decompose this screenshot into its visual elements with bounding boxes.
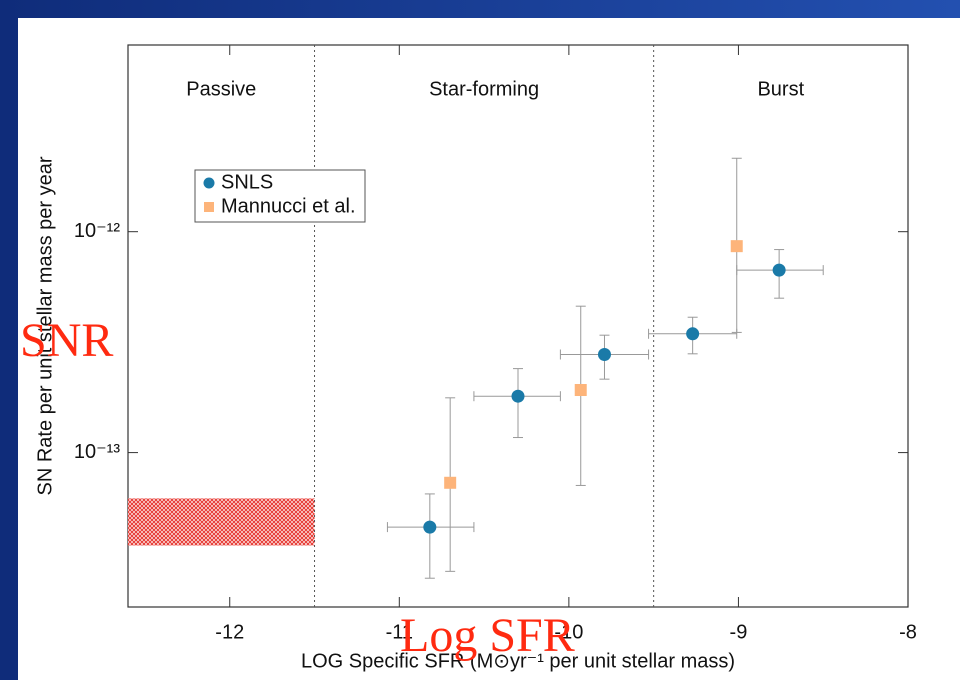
x-tick-label: -10 [554,621,583,643]
x-tick-label: -9 [730,621,748,643]
point [686,327,700,341]
x-axis-label: LOG Specific SFR (M⊙yr⁻¹ per unit stella… [301,650,735,672]
region-label: Passive [186,78,256,100]
point [772,263,786,277]
legend-label: Mannucci et al. [221,195,356,217]
legend-box [194,169,366,223]
region-label: Burst [757,78,804,100]
legend-marker [203,177,215,189]
point [511,389,525,403]
region-label: Star-forming [429,78,539,100]
annotation-log-sfr: Log SFR [400,609,575,662]
y-axis-label: SN Rate per unit stellar mass per year [34,156,56,495]
plot-frame [127,44,909,608]
y-tick-label: 10⁻¹² [74,220,120,242]
legend-label: SNLS [221,171,273,193]
x-tick-label: -8 [899,621,917,643]
slide-body [18,18,960,680]
point [730,240,743,253]
x-tick-label: -12 [215,621,244,643]
point [574,384,587,397]
annotation-snr: SNR [20,314,113,367]
y-tick-label: 10⁻¹³ [74,441,120,463]
passive-region [128,498,315,546]
point [423,520,437,534]
legend-marker [204,202,214,212]
point [597,348,611,362]
point [444,476,457,489]
x-tick-label: -11 [386,621,413,643]
